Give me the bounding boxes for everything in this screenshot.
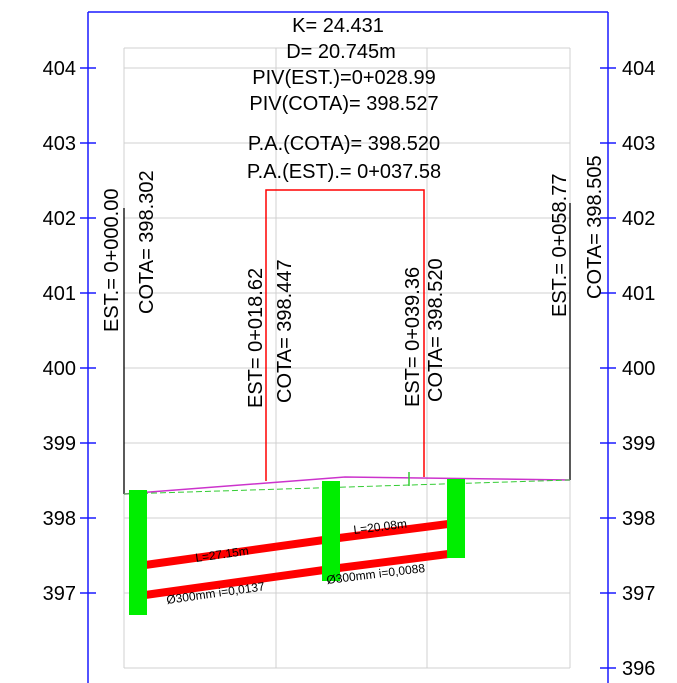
- grid: [123, 47, 571, 669]
- station-3-cota: COTA= 398.505: [584, 155, 606, 299]
- right-tick-399: 399: [622, 433, 655, 455]
- left-tick-402: 402: [43, 208, 76, 230]
- pa-est: P.A.(EST).= 0+037.58: [247, 161, 441, 183]
- right-tick-396: 396: [622, 658, 655, 680]
- station-1-cota: COTA= 398.447: [274, 259, 296, 403]
- right-tick-400: 400: [622, 358, 655, 380]
- station-2-cota: COTA= 398.520: [425, 258, 447, 402]
- pipes: [137, 519, 457, 600]
- right-axis-labels: 404 403 402 401 400 399 398 397 396: [622, 58, 655, 680]
- curve-info-block: K= 24.431 D= 20.745m PIV(EST.)=0+028.99 …: [247, 15, 441, 183]
- left-tick-398: 398: [43, 508, 76, 530]
- manholes: [129, 479, 465, 615]
- pipe-upper-2: [330, 519, 457, 543]
- left-tick-403: 403: [43, 133, 76, 155]
- station-1-est: EST= 0+018.62: [245, 268, 267, 408]
- pipe-upper-1: [137, 535, 332, 570]
- frame: [80, 11, 616, 683]
- left-tick-397: 397: [43, 583, 76, 605]
- station-2-est: EST= 0+039.36: [402, 267, 424, 407]
- right-tick-398: 398: [622, 508, 655, 530]
- piv-est: PIV(EST.)=0+028.99: [252, 67, 435, 89]
- pipe-lower-1: [137, 565, 332, 600]
- manhole-2: [322, 481, 340, 581]
- left-tick-400: 400: [43, 358, 76, 380]
- station-0-est: EST.= 0+000.00: [101, 189, 123, 332]
- pipe-lower-2: [330, 549, 457, 573]
- station-0-cota: COTA= 398.302: [136, 170, 158, 314]
- pa-cota: P.A.(COTA)= 398.520: [248, 133, 440, 155]
- left-axis-labels: 404 403 402 401 400 399 398 397: [43, 58, 76, 605]
- manhole-3: [447, 479, 465, 558]
- pipe-2-length: L=20.08m: [353, 517, 408, 537]
- left-tick-404: 404: [43, 58, 76, 80]
- piv-cota: PIV(COTA)= 398.527: [249, 93, 438, 115]
- right-tick-397: 397: [622, 583, 655, 605]
- station-labels: EST.= 0+000.00 COTA= 398.302 EST= 0+018.…: [101, 155, 606, 408]
- terrain: [123, 472, 571, 495]
- left-tick-401: 401: [43, 283, 76, 305]
- left-tick-399: 399: [43, 433, 76, 455]
- curve-k: K= 24.431: [292, 15, 384, 37]
- right-tick-403: 403: [622, 133, 655, 155]
- right-tick-402: 402: [622, 208, 655, 230]
- right-tick-404: 404: [622, 58, 655, 80]
- station-lines: [123, 203, 571, 494]
- manhole-1: [129, 490, 147, 615]
- vertical-curve-box: [265, 189, 425, 481]
- pipe-1-length: L=27.15m: [194, 544, 249, 565]
- station-3-est: EST.= 0+058.77: [549, 174, 571, 317]
- right-tick-401: 401: [622, 283, 655, 305]
- curve-d: D= 20.745m: [286, 41, 396, 63]
